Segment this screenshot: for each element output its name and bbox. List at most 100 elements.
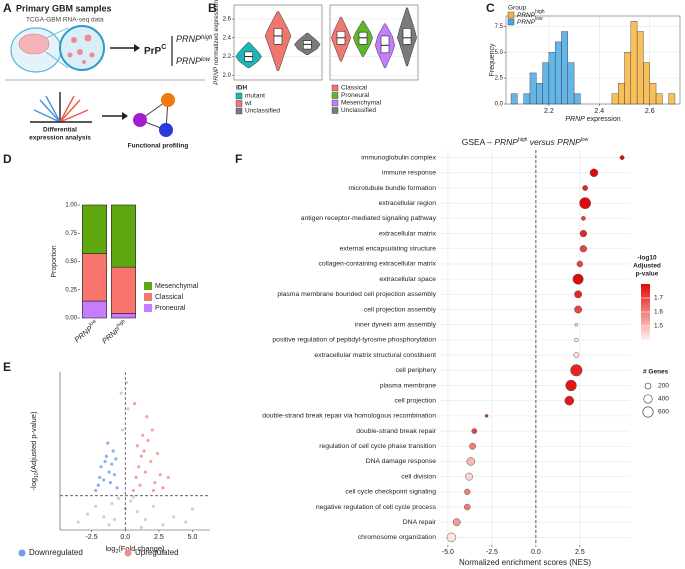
legend-label: Mesenchymal	[155, 283, 199, 290]
x-axis-label-part: (Fold change)	[118, 544, 165, 553]
volcano-point	[85, 512, 90, 516]
volcano-point	[104, 454, 109, 458]
chart-title-part: low	[581, 137, 589, 143]
row-label: microtubule bundle formation	[348, 185, 436, 192]
dot	[464, 488, 471, 495]
histogram-bar	[649, 83, 657, 105]
volcano-point	[137, 465, 141, 469]
colorbar-title: Adjusted	[633, 263, 661, 270]
size-legend-marker	[643, 394, 653, 404]
legend-label: Unclassified	[341, 107, 376, 114]
y-tick-label: 0.25	[65, 287, 77, 293]
zoom-line	[45, 51, 69, 69]
volcano-point	[139, 525, 143, 529]
dot	[581, 215, 586, 221]
size-legend-title: # Genes	[643, 369, 669, 376]
row-label: DNA repair	[403, 519, 437, 526]
panel-label: E	[3, 360, 11, 374]
row-label: cell projection assembly	[364, 306, 437, 313]
volcano-point	[142, 449, 146, 453]
panel-label: A	[3, 1, 12, 15]
y-tick-label: 2.4	[223, 35, 232, 41]
legend-swatch	[235, 100, 243, 107]
dot	[574, 322, 579, 327]
size-legend-label: 400	[658, 396, 669, 403]
volcano-point	[129, 499, 133, 503]
gene: PRNP	[176, 56, 201, 66]
gene-sup: low	[201, 57, 211, 63]
histogram-bar	[542, 62, 550, 105]
zoom-line	[45, 27, 69, 39]
panel-a: Primary GBM samples TCGA-GBM RNA-seq dat…	[5, 3, 213, 150]
row-label: cell periphery	[396, 367, 437, 374]
volcano-point	[111, 449, 115, 453]
y-tick-label: 1.00	[65, 203, 77, 209]
colorbar-title: p-value	[636, 271, 659, 278]
zoom-circle	[59, 25, 105, 71]
x-tick-label: PRNPlow	[72, 318, 100, 344]
legend-swatch	[235, 92, 243, 100]
dot	[619, 155, 625, 160]
x-axis-label-part: PRNP	[565, 116, 585, 123]
y-axis-label: Proportion	[51, 245, 58, 277]
dot	[574, 290, 583, 299]
x-tick-label: 2.4	[594, 108, 604, 115]
row-label: chromosome organization	[358, 534, 436, 541]
legend-swatch	[331, 92, 339, 99]
y-tick-label: 5.0	[495, 50, 504, 56]
colorbar-tick-label: 1.7	[654, 295, 663, 302]
y-axis-label-part: 10	[34, 472, 40, 478]
legend-swatch	[235, 107, 243, 115]
step1-line: Differential	[43, 127, 77, 134]
bar-segment	[111, 266, 136, 314]
volcano-point	[107, 470, 111, 474]
dot	[579, 245, 587, 253]
volcano-point	[96, 483, 100, 487]
dot	[466, 457, 476, 466]
legend-label: Proneural	[155, 305, 186, 312]
gene: PRNP	[176, 34, 201, 44]
histogram-bar	[561, 31, 568, 105]
dot	[564, 395, 575, 406]
histogram-bar	[655, 93, 663, 105]
gene-high: PRNPhigh	[176, 34, 213, 44]
row-label: positive regulation of peptidyl-tyrosine…	[272, 337, 436, 344]
legend-swatch	[331, 99, 339, 107]
diagram-subtitle: TCGA-GBM RNA-seq data	[26, 17, 104, 24]
row-label: immune response	[382, 170, 436, 177]
volcano-point	[184, 520, 188, 524]
row-label: DNA damage response	[366, 458, 436, 465]
protein: PrPC	[144, 44, 166, 56]
legend-swatch	[507, 11, 515, 19]
volcano-point	[138, 483, 142, 487]
box	[380, 35, 390, 54]
histogram-bar	[573, 93, 581, 105]
histogram-bar	[548, 52, 556, 105]
volcano-point	[151, 504, 156, 508]
dot	[464, 503, 471, 511]
volcano-point	[126, 407, 130, 411]
dot	[484, 414, 489, 418]
legend-label: Classical	[341, 85, 368, 92]
size-legend-marker	[644, 382, 652, 390]
dot	[570, 364, 583, 377]
step1-line: expression analysis	[29, 135, 91, 142]
colorbar-tick-label: 1.5	[654, 323, 663, 330]
x-axis-label: PRNP expression	[565, 116, 620, 123]
volcano-point	[133, 402, 137, 406]
x-tick-label: 2.5	[575, 549, 585, 556]
size-legend-label: 200	[658, 383, 669, 390]
row-label: cell projection	[394, 397, 436, 404]
volcano-point	[131, 488, 135, 493]
step2: Functional profiling	[128, 143, 189, 150]
dot	[589, 168, 599, 178]
histogram-bar	[630, 20, 638, 105]
colorbar-title: -log10	[637, 255, 657, 262]
legend-label: PRNPlow	[517, 16, 543, 25]
row-label: extracellular region	[379, 200, 437, 207]
dot	[576, 260, 584, 268]
histogram-bar	[554, 41, 562, 105]
row-label: collagen-containing extracellular matrix	[319, 261, 437, 268]
volcano-point	[112, 517, 117, 522]
volcano-point	[158, 473, 162, 477]
